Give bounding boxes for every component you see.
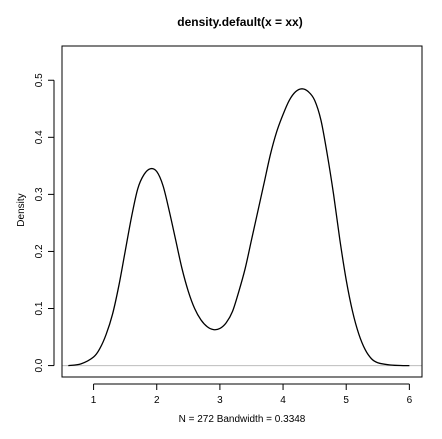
x-tick-label: 5	[343, 395, 349, 406]
x-tick-label: 6	[407, 395, 413, 406]
y-tick-label: 0.0	[34, 358, 45, 372]
density-curve	[68, 88, 410, 367]
x-axis-label: N = 272 Bandwidth = 0.3348	[179, 414, 306, 425]
y-tick-label: 0.2	[34, 244, 45, 258]
x-axis: 1 2 3 4 5 6	[91, 383, 413, 406]
x-tick-label: 3	[217, 395, 223, 406]
y-tick-label: 0.3	[34, 187, 45, 201]
x-tick-label: 1	[91, 395, 97, 406]
x-tick-label: 2	[154, 395, 160, 406]
x-tick-label: 4	[280, 395, 286, 406]
y-axis-label: Density	[16, 193, 27, 226]
y-tick-label: 0.4	[34, 130, 45, 144]
chart-title: density.default(x = xx)	[177, 15, 302, 29]
plot-border	[61, 45, 423, 378]
y-axis: 0.0 0.1 0.2 0.3 0.4 0.5	[34, 73, 55, 373]
plot-area	[62, 88, 422, 367]
y-tick-label: 0.1	[34, 301, 45, 315]
y-tick-label: 0.5	[34, 73, 45, 87]
